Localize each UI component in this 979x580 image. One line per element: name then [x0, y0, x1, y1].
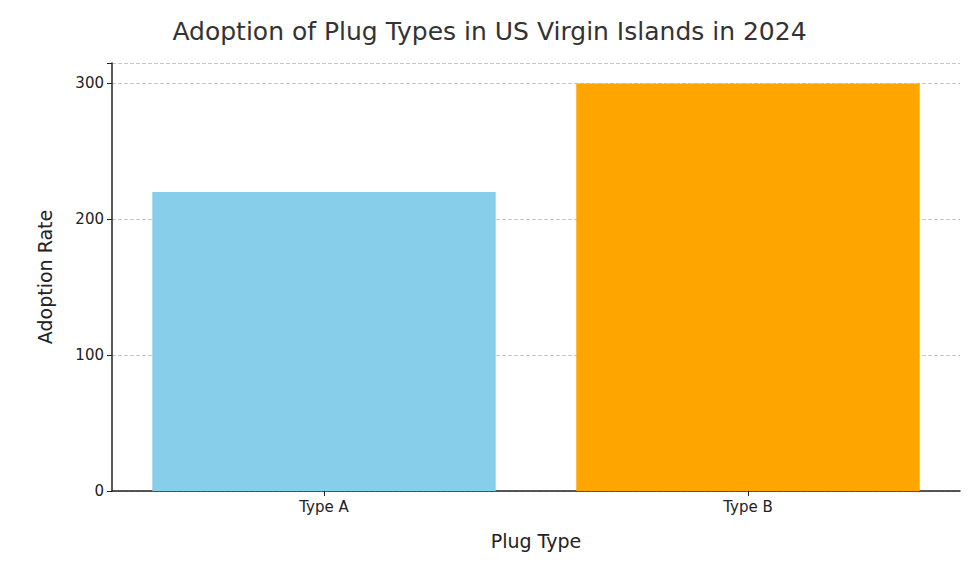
svg-text:0: 0 — [94, 482, 104, 500]
svg-text:Type B: Type B — [722, 498, 773, 516]
svg-text:Adoption of Plug Types in US V: Adoption of Plug Types in US Virgin Isla… — [172, 17, 806, 46]
svg-text:300: 300 — [75, 74, 104, 92]
svg-text:Adoption Rate: Adoption Rate — [34, 210, 56, 344]
svg-text:Plug Type: Plug Type — [491, 530, 582, 552]
svg-text:200: 200 — [75, 210, 104, 228]
svg-text:Type A: Type A — [298, 498, 349, 516]
svg-text:100: 100 — [75, 346, 104, 364]
